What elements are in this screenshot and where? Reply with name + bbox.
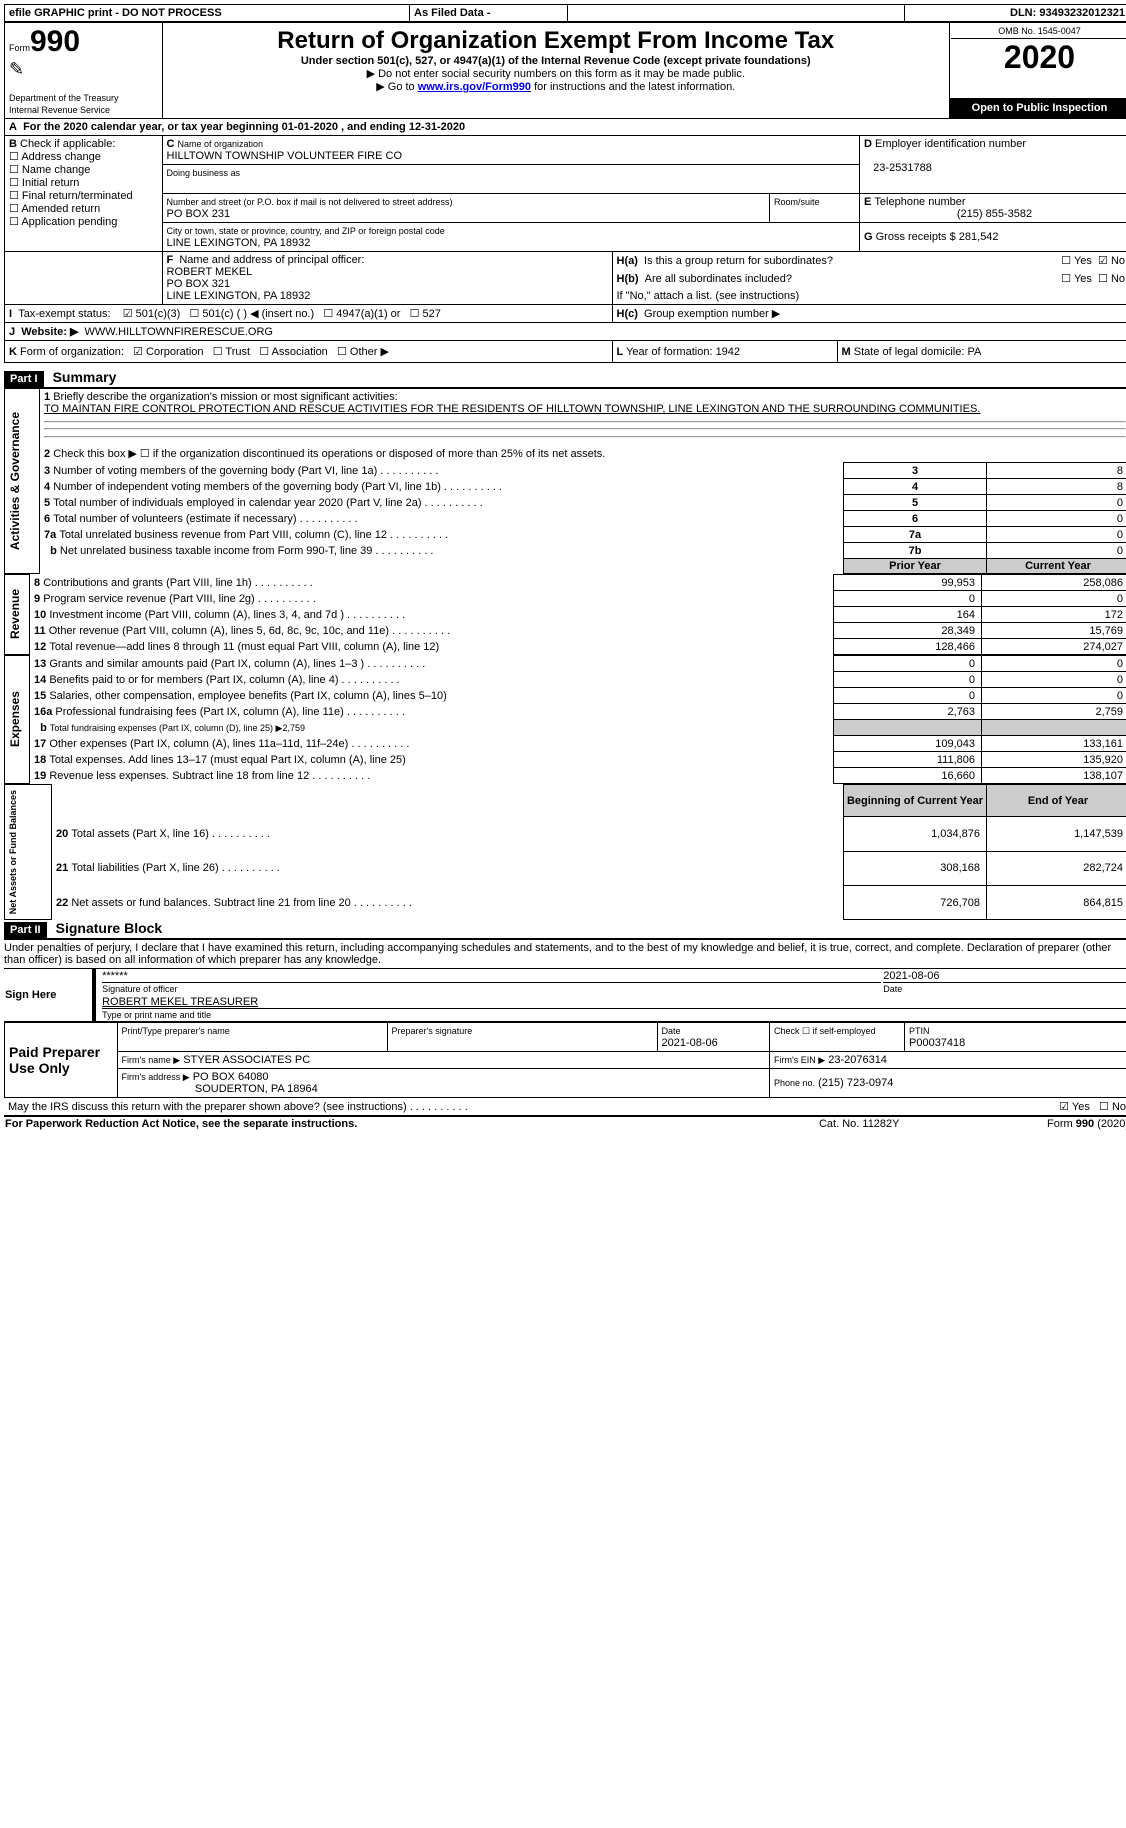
- street: PO BOX 231: [167, 208, 231, 220]
- part-i-bar: Part I: [4, 371, 44, 387]
- check-name[interactable]: Name change: [9, 164, 90, 176]
- net-row: 22 Net assets or fund balances. Subtract…: [5, 885, 1126, 919]
- website: WWW.HILLTOWNFIRERESCUE.ORG: [85, 326, 273, 338]
- sign-here-label: Sign Here: [4, 969, 94, 1022]
- check-address[interactable]: Address change: [9, 151, 101, 163]
- k-assoc[interactable]: Association: [259, 346, 328, 358]
- ptin: P00037418: [909, 1037, 965, 1049]
- exp-row: 16a Professional fundraising fees (Part …: [5, 704, 1126, 720]
- fh-block: F Name and address of principal officer:…: [4, 252, 1126, 305]
- gov-row: b Net unrelated business taxable income …: [5, 543, 1126, 559]
- firm-phone: (215) 723-0974: [818, 1077, 893, 1089]
- i-4947[interactable]: 4947(a)(1) or: [323, 308, 400, 320]
- open-to-public: Open to Public Inspection: [950, 98, 1126, 119]
- omb: OMB No. 1545-0047: [951, 24, 1126, 39]
- officer-name: ROBERT MEKEL: [167, 266, 253, 278]
- header-sub2: ▶ Do not enter social security numbers o…: [167, 67, 946, 80]
- exp-row: b Total fundraising expenses (Part IX, c…: [5, 720, 1126, 736]
- gov-row: 7a Total unrelated business revenue from…: [5, 527, 1126, 543]
- discuss-yes[interactable]: Yes: [1059, 1101, 1090, 1113]
- exp-row: 19 Revenue less expenses. Subtract line …: [5, 768, 1126, 784]
- sign-block: Sign Here ****** Signature of officer 20…: [4, 968, 1126, 1022]
- line-j: J Website: ▶ WWW.HILLTOWNFIRERESCUE.ORG: [4, 323, 1126, 341]
- irs-link[interactable]: www.irs.gov/Form990: [418, 81, 531, 93]
- ha-no[interactable]: No: [1098, 255, 1125, 267]
- i-block: I Tax-exempt status: 501(c)(3) 501(c) ( …: [4, 305, 1126, 323]
- header-sub3: ▶ Go to www.irs.gov/Form990 for instruct…: [167, 80, 946, 93]
- rev-row: 9 Program service revenue (Part VIII, li…: [5, 591, 1126, 607]
- asfiled-label: As Filed Data -: [410, 5, 568, 22]
- sign-date: 2021-08-06: [883, 970, 939, 982]
- header-block: Form990 ✎ Department of the Treasury Int…: [4, 22, 1126, 119]
- city: LINE LEXINGTON, PA 18932: [167, 237, 311, 249]
- discuss-row: May the IRS discuss this return with the…: [4, 1098, 1126, 1117]
- page-title: Return of Organization Exempt From Incom…: [167, 27, 946, 55]
- top-bar: efile GRAPHIC print - DO NOT PROCESS As …: [4, 4, 1126, 22]
- discuss-no[interactable]: No: [1099, 1101, 1126, 1113]
- org-name: HILLTOWN TOWNSHIP VOLUNTEER FIRE CO: [167, 150, 403, 162]
- k-corp[interactable]: Corporation: [133, 346, 203, 358]
- net-table: Net Assets or Fund Balances Beginning of…: [4, 784, 1126, 920]
- efile-label: efile GRAPHIC print - DO NOT PROCESS: [5, 5, 410, 22]
- firm-ein: 23-2076314: [828, 1054, 887, 1066]
- declaration: Under penalties of perjury, I declare th…: [4, 938, 1126, 968]
- form-number: 990: [30, 25, 80, 58]
- net-label: Net Assets or Fund Balances: [6, 786, 20, 918]
- gov-label: Activities & Governance: [6, 408, 24, 554]
- hb-yes[interactable]: Yes: [1061, 273, 1092, 285]
- expense-table: Expenses 13 Grants and similar amounts p…: [4, 655, 1126, 784]
- rev-row: 11 Other revenue (Part VIII, column (A),…: [5, 623, 1126, 639]
- check-final[interactable]: Final return/terminated: [9, 190, 133, 202]
- rev-label: Revenue: [6, 585, 24, 643]
- footer: For Paperwork Reduction Act Notice, see …: [4, 1117, 1126, 1131]
- preparer-block: Paid Preparer Use Only Print/Type prepar…: [4, 1022, 1126, 1098]
- check-amended[interactable]: Amended return: [9, 203, 100, 215]
- phone: (215) 855-3582: [864, 208, 1125, 220]
- rev-row: 10 Investment income (Part VIII, column …: [5, 607, 1126, 623]
- exp-row: 18 Total expenses. Add lines 13–17 (must…: [5, 752, 1126, 768]
- net-row: 20 Total assets (Part X, line 16)1,034,8…: [5, 817, 1126, 851]
- i-501c[interactable]: 501(c) ( ) ◀ (insert no.): [189, 308, 314, 320]
- exp-row: 14 Benefits paid to or for members (Part…: [5, 672, 1126, 688]
- mission: TO MAINTAN FIRE CONTROL PROTECTION AND R…: [44, 403, 980, 415]
- tax-year: 2020: [951, 39, 1126, 76]
- dept-label: Department of the Treasury Internal Reve…: [9, 93, 119, 115]
- header-sub1: Under section 501(c), 527, or 4947(a)(1)…: [167, 55, 946, 67]
- part-ii-bar: Part II: [4, 922, 47, 938]
- exp-row: 15 Salaries, other compensation, employe…: [5, 688, 1126, 704]
- state: PA: [967, 346, 981, 358]
- ha-yes[interactable]: Yes: [1061, 255, 1092, 267]
- net-row: 21 Total liabilities (Part X, line 26)30…: [5, 851, 1126, 885]
- paid-preparer-label: Paid Preparer Use Only: [5, 1023, 118, 1098]
- gross-receipts: 281,542: [959, 231, 999, 243]
- part-i-title: Summary: [47, 367, 123, 387]
- ein: 23-2531788: [873, 162, 932, 174]
- dln: DLN: 93493232012321: [905, 5, 1126, 22]
- gov-row: 4 Number of independent voting members o…: [5, 479, 1126, 495]
- firm-name: STYER ASSOCIATES PC: [183, 1054, 310, 1066]
- year-formation: 1942: [716, 346, 740, 358]
- k-other[interactable]: Other ▶: [337, 346, 389, 358]
- check-pending[interactable]: Application pending: [9, 216, 117, 228]
- entity-block: B Check if applicable: Address change Na…: [4, 136, 1126, 252]
- gov-row: 6 Total number of volunteers (estimate i…: [5, 511, 1126, 527]
- check-initial[interactable]: Initial return: [9, 177, 79, 189]
- i-501c3[interactable]: 501(c)(3): [123, 308, 181, 320]
- i-527[interactable]: 527: [410, 308, 441, 320]
- part-ii-title: Signature Block: [50, 918, 169, 938]
- hb-no[interactable]: No: [1098, 273, 1125, 285]
- k-trust[interactable]: Trust: [213, 346, 250, 358]
- klm-block: K Form of organization: Corporation Trus…: [4, 341, 1126, 363]
- officer-name-title: ROBERT MEKEL TREASURER: [102, 996, 258, 1008]
- exp-row: 17 Other expenses (Part IX, column (A), …: [5, 736, 1126, 752]
- rev-row: 12 Total revenue—add lines 8 through 11 …: [5, 639, 1126, 655]
- part-i-table: Activities & Governance 1 Briefly descri…: [4, 387, 1126, 574]
- exp-label: Expenses: [6, 687, 24, 751]
- line-a: A For the 2020 calendar year, or tax yea…: [4, 119, 1126, 136]
- revenue-table: Revenue 8 Contributions and grants (Part…: [4, 574, 1126, 655]
- gov-row: 3 Number of voting members of the govern…: [5, 463, 1126, 479]
- gov-row: 5 Total number of individuals employed i…: [5, 495, 1126, 511]
